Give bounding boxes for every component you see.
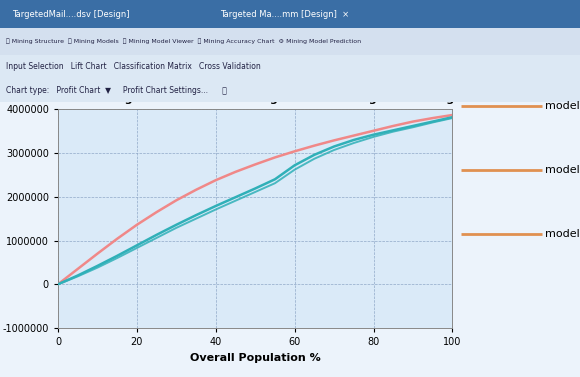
X-axis label: Overall Population %: Overall Population %: [190, 352, 321, 363]
Text: TargetedMail....dsv [Design]: TargetedMail....dsv [Design]: [12, 10, 129, 18]
Text: ⛏ Mining Structure  ⛏ Mining Models  ⛏ Mining Model Viewer  📊 Mining Accuracy Ch: ⛏ Mining Structure ⛏ Mining Models ⛏ Min…: [6, 38, 361, 44]
Text: Input Selection   Lift Chart   Classification Matrix   Cross Validation: Input Selection Lift Chart Classificatio…: [6, 63, 260, 71]
Text: model 2: model 2: [545, 165, 580, 175]
Title: Data Mining Profit Chart for Mining Structure: Targeted Mailing: Data Mining Profit Chart for Mining Stru…: [57, 94, 454, 104]
Text: Targeted Ma....mm [Design]  ×: Targeted Ma....mm [Design] ×: [220, 10, 350, 18]
Text: model 3: model 3: [545, 229, 580, 239]
Text: Chart type:   Profit Chart  ▼     Profit Chart Settings...      🖨: Chart type: Profit Chart ▼ Profit Chart …: [6, 86, 227, 95]
Text: model 1: model 1: [545, 101, 580, 110]
